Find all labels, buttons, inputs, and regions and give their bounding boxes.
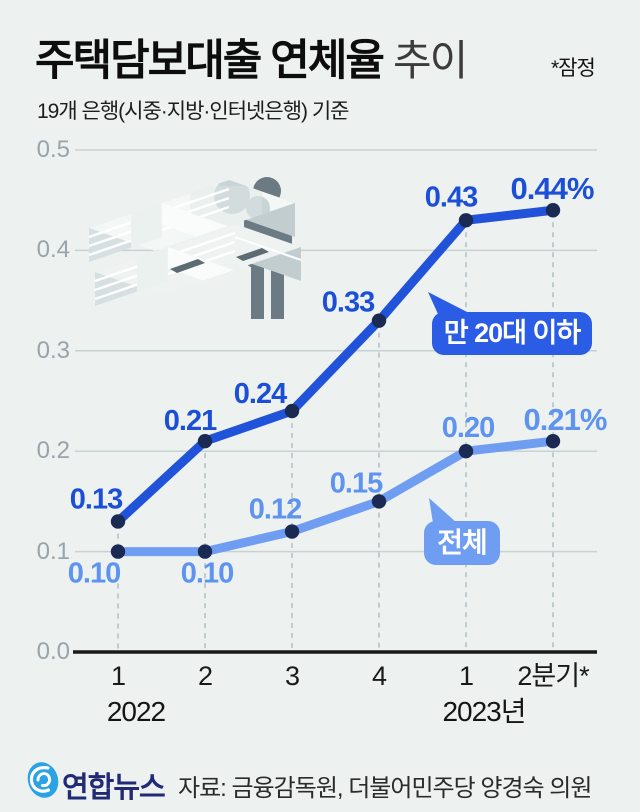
x-tick-label: 3 xyxy=(284,661,300,691)
bubble-tail-total xyxy=(429,498,457,523)
year-label-2023: 2023년 xyxy=(442,696,526,727)
y-tick-label: 0.4 xyxy=(36,236,70,263)
plot-layer: 0.10 0.10 0.12 0.15 0.20 0.21% 0.13 0.21 0.24 0.3… xyxy=(68,171,608,650)
page-title-suffix: 추이 xyxy=(393,37,468,84)
yonhap-logo-icon xyxy=(27,762,59,798)
source-credit: 자료: 금융감독원, 더불어민주당 양경숙 의원 xyxy=(178,775,592,802)
yonhap-wordmark: 연합뉴스 xyxy=(62,772,166,804)
value-label-under20: 0.33 xyxy=(322,287,375,319)
value-label-under20: 0.24 xyxy=(234,378,287,410)
value-label-total: 0.21% xyxy=(524,402,607,437)
bundle-band-front xyxy=(131,203,162,248)
data-point-dot xyxy=(284,403,300,419)
data-point-dot xyxy=(371,494,387,509)
value-label-total: 0.10 xyxy=(68,558,120,590)
series-line-under20 xyxy=(114,205,554,525)
bundle-shadow-slot xyxy=(170,259,205,273)
bundle-shadow-slot xyxy=(236,248,269,261)
legend-bubble-total: 전체 xyxy=(424,521,500,565)
bundle-band-front xyxy=(137,247,168,292)
series-line-total xyxy=(118,436,554,557)
money-stack-illustration xyxy=(88,180,302,306)
data-point-dot xyxy=(197,544,213,559)
x-tick-label: 4 xyxy=(371,661,387,691)
x-tick-label: 1 xyxy=(458,661,474,691)
chart-subtitle: 19개 은행(시중·지방·인터넷은행) 기준 xyxy=(37,100,349,123)
value-label-under20: 0.43 xyxy=(425,181,478,213)
data-point-dot xyxy=(110,544,126,559)
x-tick-label: 1 xyxy=(110,661,126,691)
value-label-total: 0.20 xyxy=(442,412,494,444)
y-tick-label: 0.0 xyxy=(36,638,70,665)
y-tick-label: 0.1 xyxy=(36,538,70,565)
value-label-total: 0.12 xyxy=(249,494,301,526)
y-tick-label: 0.2 xyxy=(36,437,70,464)
data-point-dot xyxy=(458,444,474,459)
x-tick-label: 2분기* xyxy=(517,661,589,691)
person-leg-right xyxy=(271,260,284,319)
y-tick-label: 0.3 xyxy=(36,337,70,364)
x-tick-label: 2 xyxy=(197,661,213,691)
value-label-under20: 0.21 xyxy=(164,405,217,437)
bubble-tail-under20 xyxy=(428,292,471,314)
data-point-dot xyxy=(371,313,387,328)
data-point-dot xyxy=(284,524,300,539)
y-tick-label: 0.5 xyxy=(36,136,70,163)
data-point-dot xyxy=(545,433,561,449)
data-point-dot xyxy=(545,203,561,218)
provisional-note: *잠정 xyxy=(551,57,596,80)
data-point-dot xyxy=(110,514,126,529)
bubble-tails xyxy=(428,292,471,523)
page-title-main: 주택담보대출 연체율 xyxy=(35,37,385,85)
page-title: 주택담보대출 연체율 추이 xyxy=(35,26,468,88)
data-point-dot xyxy=(458,213,474,228)
value-label-total: 0.10 xyxy=(181,558,233,590)
value-label-under20: 0.13 xyxy=(70,483,123,515)
person-leg-left xyxy=(251,260,264,319)
data-point-dot xyxy=(197,433,213,449)
year-label-2022: 2022 xyxy=(106,696,166,727)
value-label-total: 0.15 xyxy=(330,467,383,499)
legend-bubble-under20: 만 20대 이하 xyxy=(432,312,592,355)
value-label-under20: 0.44% xyxy=(511,171,594,206)
